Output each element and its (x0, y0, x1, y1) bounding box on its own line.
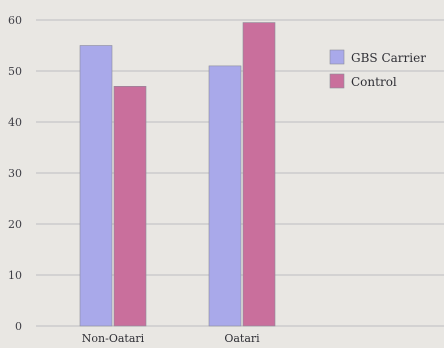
y-tick-label: 50 (8, 65, 22, 78)
bar (242, 22, 276, 327)
x-category-label: Non-Oatari (82, 332, 145, 345)
y-tick-label: 0 (15, 320, 22, 333)
legend-label: GBS Carrier (351, 51, 426, 65)
bar (113, 86, 147, 327)
y-tick-label: 60 (8, 14, 22, 27)
legend-swatch (329, 49, 345, 65)
legend-swatch (329, 73, 345, 89)
bar (208, 65, 242, 327)
legend-label: Control (351, 75, 397, 89)
x-category-label: Oatari (224, 332, 260, 345)
y-tick-label: 10 (8, 269, 22, 282)
y-tick-label: 20 (8, 218, 22, 231)
y-tick-label: 30 (8, 167, 22, 180)
y-tick-label: 40 (8, 116, 22, 129)
bar (79, 45, 113, 327)
